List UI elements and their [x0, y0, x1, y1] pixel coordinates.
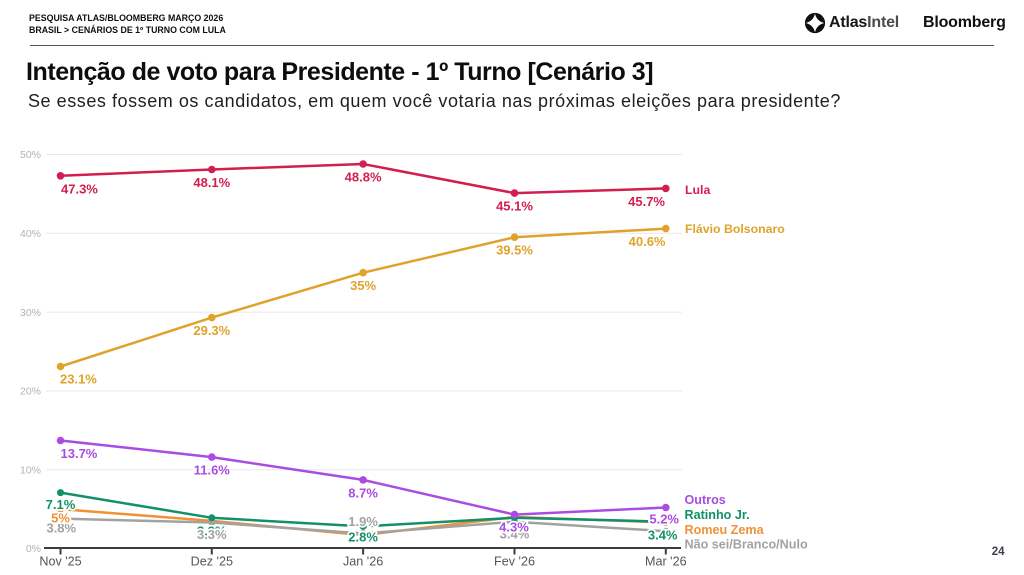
svg-text:1.9%: 1.9%: [348, 514, 378, 529]
svg-text:Fev '26: Fev '26: [494, 555, 535, 569]
svg-text:20%: 20%: [20, 386, 41, 398]
svg-text:30%: 30%: [20, 307, 41, 319]
svg-text:24: 24: [992, 546, 1005, 558]
svg-text:Não sei/Branco/Nulo: Não sei/Branco/Nulo: [685, 538, 808, 552]
svg-text:Ratinho Jr.: Ratinho Jr.: [685, 508, 750, 522]
svg-text:35%: 35%: [350, 278, 376, 293]
svg-text:Outros: Outros: [685, 493, 726, 507]
svg-text:5%: 5%: [51, 511, 70, 526]
svg-text:23.1%: 23.1%: [60, 372, 97, 387]
svg-text:13.7%: 13.7%: [61, 446, 98, 461]
svg-text:0%: 0%: [26, 543, 41, 555]
svg-text:Dez '25: Dez '25: [191, 555, 233, 569]
svg-text:Jan '26: Jan '26: [343, 555, 383, 569]
svg-text:29.3%: 29.3%: [193, 323, 230, 338]
svg-text:50%: 50%: [20, 149, 41, 161]
svg-text:3.4%: 3.4%: [500, 527, 530, 542]
svg-text:48.8%: 48.8%: [345, 170, 382, 185]
svg-text:11.6%: 11.6%: [194, 463, 231, 478]
svg-text:39.5%: 39.5%: [496, 243, 533, 258]
svg-text:3.8%: 3.8%: [46, 521, 76, 536]
svg-text:10%: 10%: [20, 464, 41, 476]
svg-text:2.8%: 2.8%: [348, 530, 378, 545]
svg-text:3.4%: 3.4%: [648, 528, 678, 543]
svg-text:48.1%: 48.1%: [193, 175, 230, 190]
svg-text:Flávio Bolsonaro: Flávio Bolsonaro: [685, 222, 785, 236]
svg-text:3.3%: 3.3%: [197, 527, 227, 542]
svg-text:40%: 40%: [20, 228, 41, 240]
svg-text:Nov '25: Nov '25: [39, 555, 81, 569]
svg-text:8.7%: 8.7%: [348, 485, 378, 500]
svg-text:Romeu Zema: Romeu Zema: [685, 523, 765, 537]
svg-text:5.2%: 5.2%: [649, 512, 679, 527]
svg-text:3.9%: 3.9%: [197, 523, 227, 538]
svg-text:47.3%: 47.3%: [61, 181, 98, 196]
svg-text:7.1%: 7.1%: [46, 497, 76, 512]
svg-text:40.6%: 40.6%: [629, 234, 666, 249]
svg-text:Lula: Lula: [685, 183, 710, 197]
svg-text:45.7%: 45.7%: [628, 194, 665, 209]
svg-text:4.3%: 4.3%: [499, 520, 529, 535]
svg-text:Mar '26: Mar '26: [645, 555, 687, 569]
svg-text:45.1%: 45.1%: [496, 199, 533, 214]
